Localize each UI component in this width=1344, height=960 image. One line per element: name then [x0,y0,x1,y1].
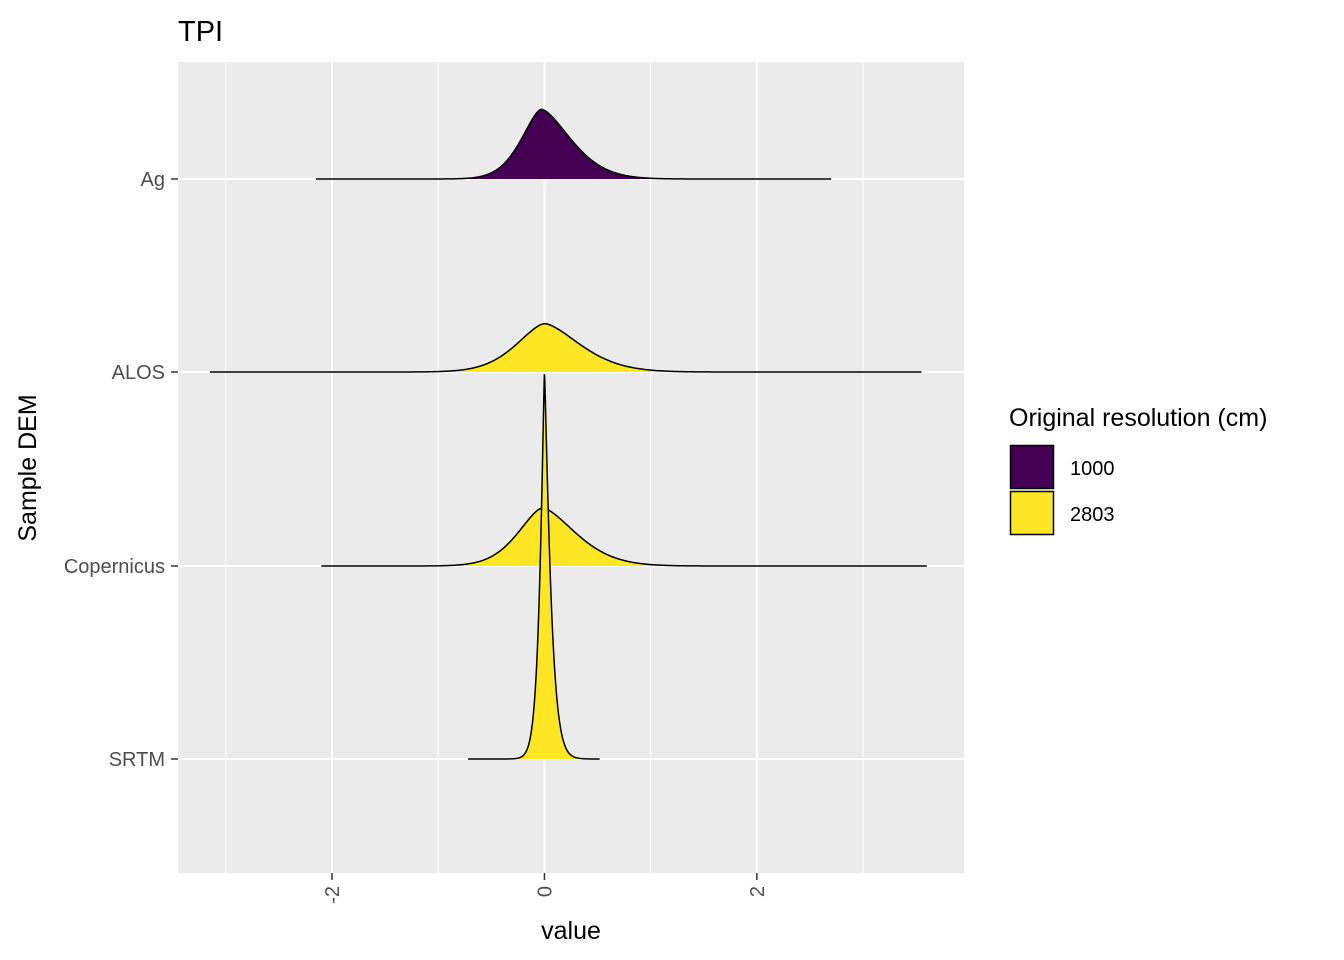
y-tick-label: Copernicus [64,556,165,578]
minor-gridlines [225,62,864,873]
legend-key [1009,444,1055,490]
legend-label: 2803 [1070,504,1115,526]
y-tick-label: ALOS [112,362,165,384]
legend: Original resolution (cm) 1000 2803 [1009,404,1267,536]
chart-title: TPI [178,16,223,48]
plot-panel [178,62,964,873]
ridge-alos-fill [209,323,922,372]
y-axis-title: Sample DEM [14,394,42,541]
y-tick-label: SRTM [109,749,165,771]
ridge-ag-fill [316,109,832,179]
y-axis-ticks: Ag ALOS Copernicus SRTM [64,169,178,771]
legend-key [1009,490,1055,536]
x-axis-ticks: -2 0 2 [322,873,769,904]
y-tick-label: Ag [141,169,165,191]
ridge-copernicus-outline [321,507,927,567]
ridge-srtm-outline [467,374,600,760]
ridges-group [209,108,927,760]
x-tick-label: -2 [322,886,344,904]
x-tick-label: 0 [534,886,556,897]
x-axis-title: value [541,917,601,945]
ridge-ag-outline [316,108,832,180]
legend-label: 1000 [1070,458,1115,480]
x-tick-label: 2 [747,886,769,897]
legend-title: Original resolution (cm) [1009,404,1267,432]
ridge-alos-outline [209,322,922,373]
